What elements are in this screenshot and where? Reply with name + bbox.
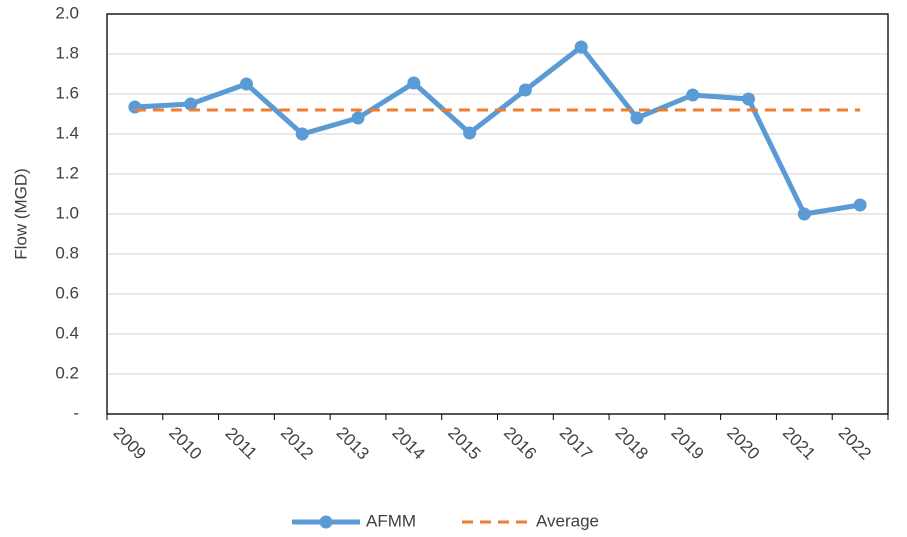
y-tick-label: 1.2 — [55, 163, 79, 182]
y-tick-label: 0.2 — [55, 363, 79, 382]
y-tick-label: 1.8 — [55, 43, 79, 62]
y-tick-label: 0.4 — [55, 323, 79, 342]
y-tick-label: - — [73, 403, 79, 422]
data-point — [184, 97, 198, 111]
data-point — [351, 111, 365, 125]
data-point — [574, 40, 588, 54]
data-point — [853, 198, 867, 212]
y-tick-label: 1.0 — [55, 203, 79, 222]
x-tick-label: 2019 — [667, 423, 707, 463]
x-tick-label: 2015 — [444, 423, 484, 463]
series-line — [134, 44, 861, 217]
data-point — [463, 126, 477, 140]
x-tick-label: 2018 — [612, 423, 652, 463]
x-tick-label: 2010 — [165, 423, 205, 463]
x-tick-label: 2009 — [110, 423, 150, 463]
y-tick-label: 1.4 — [55, 123, 79, 142]
data-point — [295, 127, 309, 141]
data-point — [518, 83, 532, 97]
data-point — [630, 111, 644, 125]
legend-label: Average — [536, 511, 599, 530]
data-point — [742, 92, 756, 106]
y-tick-label: 1.6 — [55, 83, 79, 102]
y-tick-label: 0.8 — [55, 243, 79, 262]
data-point — [239, 77, 253, 91]
x-tick-label: 2020 — [723, 423, 763, 463]
x-tick-label: 2016 — [500, 423, 540, 463]
data-point — [797, 207, 811, 221]
y-axis-label: Flow (MGD) — [11, 168, 30, 260]
x-tick-label: 2011 — [222, 424, 261, 463]
x-tick-label: 2022 — [835, 423, 875, 463]
x-tick-label: 2012 — [277, 423, 317, 463]
x-tick-label: 2021 — [779, 423, 819, 463]
y-tick-label: 0.6 — [55, 283, 79, 302]
legend-marker — [319, 515, 333, 529]
x-tick-label: 2013 — [333, 423, 373, 463]
data-point — [407, 76, 421, 90]
data-point — [686, 88, 700, 102]
x-tick-label: 2017 — [556, 423, 596, 463]
y-tick-label: 2.0 — [55, 3, 79, 22]
data-point — [128, 100, 142, 114]
x-tick-label: 2014 — [388, 423, 428, 463]
legend-label: AFMM — [366, 511, 416, 530]
